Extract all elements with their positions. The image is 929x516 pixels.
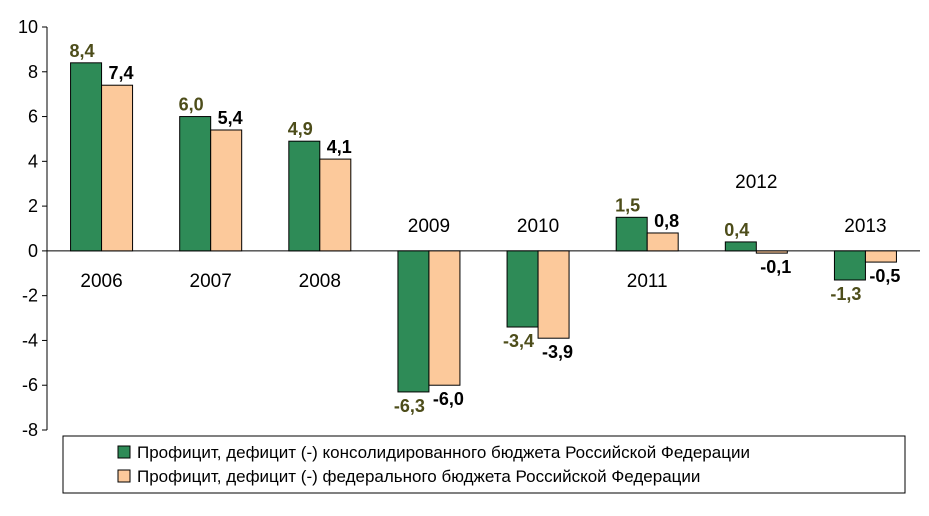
y-tick-label: 6 [28,107,38,127]
y-tick-label: 4 [28,151,38,171]
legend-swatch-consolidated [117,445,131,459]
legend-label-federal: Профицит, дефицит (-) федерального бюдже… [137,467,700,486]
y-tick-label: -8 [22,420,38,440]
y-tick-label: -2 [22,286,38,306]
data-label: -3,4 [503,331,534,351]
data-label: 6,0 [179,95,204,115]
y-tick-label: -6 [22,375,38,395]
data-label: 4,9 [288,119,313,139]
legend: Профицит, дефицит (-) консолидированного… [62,435,906,494]
data-label: 7,4 [109,63,134,83]
category-label: 2007 [190,271,232,292]
bar-consolidated [615,216,648,252]
bars [70,62,897,393]
bar-consolidated [288,140,321,252]
bar-consolidated [506,250,539,328]
category-labels: 2006 2007 2008 2009 2010 2011 2012 2013 [80,172,886,292]
legend-label-consolidated: Профицит, дефицит (-) консолидированного… [137,443,750,462]
data-label: -3,9 [542,342,573,362]
category-label: 2011 [627,271,668,292]
bar-federal [537,250,570,339]
bar-consolidated [70,62,103,252]
category-label: 2013 [844,216,886,237]
data-label: 8,4 [70,41,95,61]
y-tick-label: 2 [28,196,38,216]
y-tick-label: 10 [18,17,38,37]
bar-consolidated [833,250,866,281]
data-label: -0,5 [869,266,900,286]
data-label: -1,3 [830,284,861,304]
bar-consolidated [179,116,212,252]
bar-consolidated [397,250,430,393]
data-label: 0,8 [654,211,679,231]
legend-box [62,435,906,494]
category-label: 2006 [80,271,122,292]
bar-federal [864,250,897,263]
y-tick-label: -4 [22,330,38,350]
data-label: -0,1 [760,257,791,277]
data-label: -6,0 [433,389,464,409]
data-label: 1,5 [615,195,640,215]
bar-federal [755,250,788,254]
bar-federal [319,158,352,252]
bar-consolidated [724,241,757,252]
bar-federal [428,250,461,386]
y-axis: 10 8 6 4 2 0 -2 -4 -6 -8 [18,17,920,440]
y-tick-label: 8 [28,62,38,82]
bar-federal [646,232,679,252]
data-label: 5,4 [218,108,243,128]
category-label: 2008 [299,271,341,292]
data-labels: 8,4 7,4 6,0 5,4 4,9 4,1 -6,3 -6,0 -3,4 -3,9 1,5 0,8… [70,41,901,416]
category-label: 2012 [735,172,777,193]
data-label: 0,4 [724,220,749,240]
bar-federal [101,84,134,252]
bar-federal [210,129,243,252]
y-tick-label: 0 [28,241,38,261]
legend-swatch-federal [117,469,131,483]
data-label: -6,3 [394,396,425,416]
category-label: 2009 [408,216,450,237]
data-label: 4,1 [327,137,352,157]
category-label: 2010 [517,216,559,237]
